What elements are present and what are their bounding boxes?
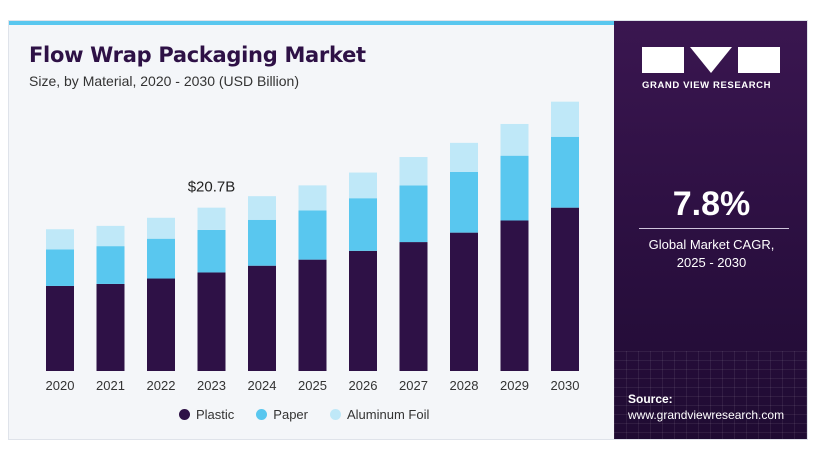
legend-item-plastic: Plastic (179, 407, 234, 422)
bar-aluminum-foil-2023 (197, 207, 226, 230)
cagr-label-line1: Global Market CAGR, (648, 237, 775, 252)
bar-aluminum-foil-2026 (349, 172, 377, 199)
bar-chart: 2020 2021 2022 2023 $20.7B 2024 2025 2026 2027 20… (46, 101, 580, 393)
legend-swatch-plastic (179, 409, 190, 420)
bar-paper-2021 (96, 246, 125, 284)
legend-label-plastic: Plastic (196, 407, 235, 422)
bar-plastic-2030 (551, 207, 579, 371)
bar-plastic-2027 (399, 242, 428, 371)
chart-subtitle: Size, by Material, 2020 - 2030 (USD Bill… (29, 73, 300, 89)
decorative-grid (614, 351, 807, 439)
brand-name: GRAND VIEW RESEARCH (642, 80, 772, 91)
accent-line (9, 21, 614, 25)
logo-mark (642, 47, 792, 73)
x-tick-2030: 2030 (551, 378, 580, 393)
bar-plastic-2020 (46, 285, 74, 371)
bar-paper-2027 (399, 185, 428, 243)
bar-plastic-2028 (450, 232, 478, 371)
bar-plastic-2029 (500, 220, 529, 371)
bar-aluminum-foil-2020 (46, 229, 74, 250)
bar-aluminum-foil-2030 (551, 101, 579, 137)
bar-plastic-2026 (349, 250, 377, 371)
bar-aluminum-foil-2025 (298, 185, 327, 211)
bar-paper-2026 (349, 198, 377, 251)
bar-plastic-2021 (96, 283, 125, 371)
x-tick-2023: 2023 (197, 378, 226, 393)
source-label: Source: (628, 392, 673, 406)
cagr-label-line2: 2025 - 2030 (676, 255, 747, 270)
x-tick-2020: 2020 (46, 378, 75, 393)
info-sidebar: GRAND VIEW RESEARCH 7.8% Global Market C… (614, 21, 807, 439)
bar-aluminum-foil-2024 (248, 196, 276, 220)
bar-paper-2024 (248, 219, 276, 266)
x-tick-2026: 2026 (349, 378, 378, 393)
bar-paper-2022 (147, 238, 175, 279)
legend-item-paper: Paper (256, 407, 308, 422)
bar-paper-2028 (450, 171, 478, 233)
chart-legend: Plastic Paper Aluminum Foil (179, 407, 429, 422)
bar-plastic-2025 (298, 259, 327, 371)
bar-paper-2020 (46, 249, 74, 286)
bar-plastic-2022 (147, 278, 175, 371)
bar-plastic-2023 (197, 272, 226, 371)
bar-plastic-2024 (248, 265, 276, 371)
legend-label-paper: Paper (273, 407, 308, 422)
legend-swatch-paper (256, 409, 268, 420)
brand-logo: GRAND VIEW RESEARCH (642, 47, 792, 91)
legend-item-aluminum-foil: Aluminum Foil (330, 407, 429, 422)
data-label-2023: $20.7B (188, 179, 236, 196)
bar-paper-2029 (500, 155, 529, 221)
legend-label-aluminum-foil: Aluminum Foil (347, 407, 430, 422)
logo-block-1 (642, 47, 684, 73)
x-tick-2028: 2028 (450, 378, 479, 393)
bar-paper-2030 (551, 136, 579, 208)
chart-card: Flow Wrap Packaging Market Size, by Mate… (8, 20, 808, 440)
cagr-divider (639, 228, 789, 229)
bar-paper-2025 (298, 210, 327, 260)
logo-block-3 (738, 47, 780, 73)
bar-aluminum-foil-2021 (96, 225, 125, 247)
x-tick-2025: 2025 (298, 378, 327, 393)
x-tick-2029: 2029 (500, 378, 529, 393)
cagr-value: 7.8% (672, 185, 751, 223)
x-tick-2021: 2021 (96, 378, 125, 393)
logo-block-2 (690, 47, 732, 73)
bar-paper-2023 (197, 229, 226, 273)
bar-aluminum-foil-2022 (147, 217, 175, 239)
source-url[interactable]: www.grandviewresearch.com (628, 408, 785, 422)
x-tick-2027: 2027 (399, 378, 428, 393)
bar-aluminum-foil-2027 (399, 157, 428, 186)
x-tick-2024: 2024 (248, 378, 277, 393)
source-block: Source: www.grandviewresearch.com (628, 391, 784, 423)
cagr-label: Global Market CAGR, 2025 - 2030 (614, 236, 807, 272)
bar-aluminum-foil-2029 (500, 123, 529, 156)
bar-aluminum-foil-2028 (450, 142, 478, 172)
x-tick-2022: 2022 (147, 378, 176, 393)
chart-title: Flow Wrap Packaging Market (29, 43, 366, 67)
legend-swatch-aluminum-foil (330, 409, 341, 420)
